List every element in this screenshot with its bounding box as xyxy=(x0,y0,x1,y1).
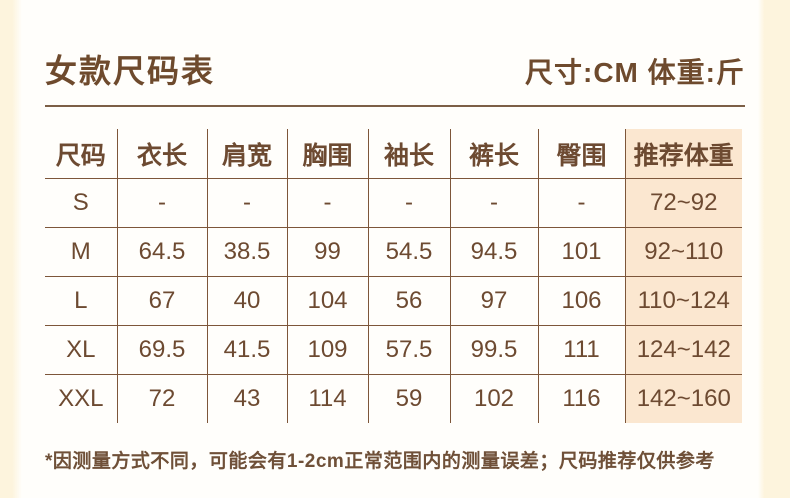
size-table-row: XL 69.5 41.5 109 57.5 99.5 111 124~142 xyxy=(45,325,742,375)
size-table-cell: 106 xyxy=(537,276,626,326)
size-row-label: XXL xyxy=(45,374,118,423)
size-table-cell: 116 xyxy=(537,374,626,423)
size-table-cell: - xyxy=(206,178,288,228)
size-table-header-row: 尺码 衣长 肩宽 胸围 袖长 裤长 臀围 推荐体重 xyxy=(45,129,742,179)
size-table-cell: - xyxy=(286,178,369,228)
size-table-cell: 94.5 xyxy=(449,227,539,277)
size-table-row: M 64.5 38.5 99 54.5 94.5 101 92~110 xyxy=(45,227,742,277)
size-table-cell: 72~92 xyxy=(624,178,742,228)
size-row-label: M xyxy=(45,227,118,277)
size-table-cell: 102 xyxy=(449,374,539,423)
size-table-header-cell: 袖长 xyxy=(367,129,451,179)
size-table-header-cell: 裤长 xyxy=(449,129,539,179)
size-table-cell: 109 xyxy=(286,325,369,375)
size-table-cell: 54.5 xyxy=(367,227,451,277)
size-table-header-cell: 臀围 xyxy=(537,129,626,179)
size-table-cell: 69.5 xyxy=(116,325,208,375)
size-table-cell: 104 xyxy=(286,276,369,326)
size-table-cell: 92~110 xyxy=(624,227,742,277)
size-table-head: 尺码 衣长 肩宽 胸围 袖长 裤长 臀围 推荐体重 xyxy=(45,129,742,179)
size-table-cell: - xyxy=(367,178,451,228)
left-edge-strip xyxy=(0,0,22,498)
size-table-cell: 111 xyxy=(537,325,626,375)
size-table-row: L 67 40 104 56 97 106 110~124 xyxy=(45,276,742,326)
size-table-cell: - xyxy=(449,178,539,228)
size-table-cell: 110~124 xyxy=(624,276,742,326)
size-row-label: XL xyxy=(45,325,118,375)
size-table-cell: 101 xyxy=(537,227,626,277)
size-table-cell: 41.5 xyxy=(206,325,288,375)
size-table-cell: 59 xyxy=(367,374,451,423)
size-table-cell: 64.5 xyxy=(116,227,208,277)
size-table-cell: - xyxy=(537,178,626,228)
size-table-header-cell: 胸围 xyxy=(286,129,369,179)
size-table-row: XXL 72 43 114 59 102 116 142~160 xyxy=(45,374,742,423)
size-table-cell: 114 xyxy=(286,374,369,423)
size-table-cell: 99.5 xyxy=(449,325,539,375)
units-note: 尺寸:CM 体重:斤 xyxy=(525,57,745,88)
size-table-body: S - - - - - -72~92 M 64.5 38.5 99 54.5 94.5 101 92~110… xyxy=(45,178,742,423)
title-divider xyxy=(45,105,745,107)
size-table-cell: 142~160 xyxy=(624,374,742,423)
size-table-header-cell: 推荐体重 xyxy=(624,129,742,179)
size-table-cell: 72 xyxy=(116,374,208,423)
footnote: *因测量方式不同，可能会有1-2cm正常范围内的测量误差；尺码推荐仅供参考 xyxy=(45,451,715,472)
size-table-cell: 97 xyxy=(449,276,539,326)
content-area: 女款尺码表 尺寸:CM 体重:斤 尺码 衣长 肩宽 胸围 袖长 裤长 臀围 推荐体重 S---… xyxy=(45,0,745,473)
size-table-row: S - - - - - -72~92 xyxy=(45,178,742,228)
size-table-cell: 67 xyxy=(116,276,208,326)
size-table-cell: 57.5 xyxy=(367,325,451,375)
size-table-cell: 99 xyxy=(286,227,369,277)
size-table-header-cell: 衣长 xyxy=(116,129,208,179)
size-table-cell: 124~142 xyxy=(624,325,742,375)
size-table: 尺码 衣长 肩宽 胸围 袖长 裤长 臀围 推荐体重 S - - - - - -72~92 M 64.5 38.5… xyxy=(45,129,742,423)
header-row: 女款尺码表 尺寸:CM 体重:斤 xyxy=(45,0,745,92)
size-table-header-cell: 尺码 xyxy=(45,129,118,179)
size-table-cell: 38.5 xyxy=(206,227,288,277)
size-table-header-cell: 肩宽 xyxy=(206,129,288,179)
size-table-cell: 56 xyxy=(367,276,451,326)
size-table-cell: 40 xyxy=(206,276,288,326)
size-table-cell: - xyxy=(116,178,208,228)
page-title: 女款尺码表 xyxy=(45,53,216,89)
size-table-cell: 43 xyxy=(206,374,288,423)
size-row-label: L xyxy=(45,276,118,326)
right-edge-strip xyxy=(758,0,790,498)
size-row-label: S xyxy=(45,178,118,228)
